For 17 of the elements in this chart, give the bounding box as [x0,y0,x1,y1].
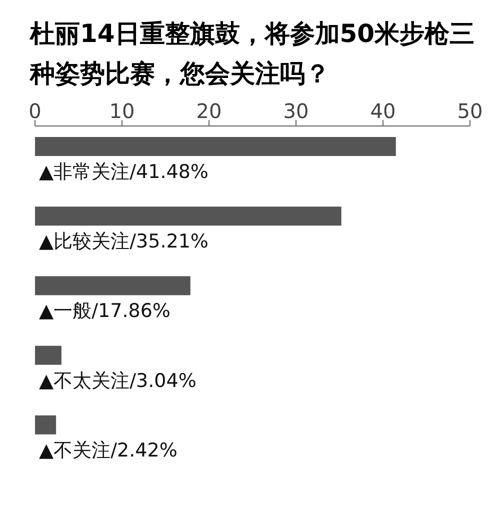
y-tick-label: ▲比较关注/35.21% [39,230,208,253]
x-tick-label: 0 [28,99,42,123]
bar [35,415,56,434]
y-tick-label: ▲不关注/2.42% [39,439,178,462]
bar [35,276,190,296]
bar [35,137,396,156]
y-tick-label: ▲不太关注/3.04% [39,370,196,392]
bar [35,346,62,365]
x-tick-label: 30 [283,99,309,123]
chart-title: 杜丽14日重整旗鼓，将参加50米步枪三种姿势比赛，您会关注吗？ [28,18,476,90]
x-tick-label: 40 [370,99,396,123]
y-tick-label: ▲非常关注/41.48% [39,161,208,183]
x-tick-label: 50 [457,99,483,123]
y-tick-label: ▲一般/17.86% [39,300,170,322]
bar [35,206,342,226]
x-tick-label: 10 [109,99,135,123]
x-tick-label: 20 [196,99,222,123]
